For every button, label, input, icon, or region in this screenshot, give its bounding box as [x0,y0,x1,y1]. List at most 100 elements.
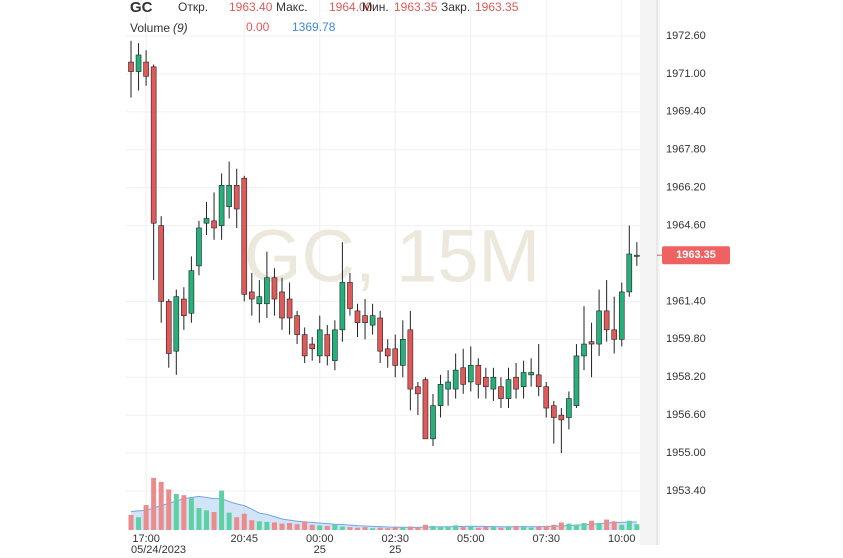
candle-body [634,254,640,257]
x-tick-sublabel: 05/24/2023 [131,544,186,556]
candle-body [407,329,414,390]
volume-bar [317,525,323,530]
candle-body [437,384,444,406]
volume-bar [453,525,459,530]
volume-bar [181,495,187,530]
x-tick-label: 17:00 [132,533,160,545]
field-value: 1964.00 [329,0,373,14]
grid [126,0,640,538]
volume-bar [136,517,142,530]
volume-bar [271,522,277,530]
volume-bar [415,527,421,530]
candle-body [188,270,195,314]
volume-bar [521,527,527,530]
candle-body [558,414,565,421]
volume-period: (9) [173,21,188,35]
y-tick-label: 1955.00 [666,447,706,459]
volume-bar [234,517,240,530]
volume-bar [128,514,134,530]
field-value: 1963.40 [229,0,273,14]
volume-bar [392,527,398,530]
candle-body [603,310,610,331]
candle-body [392,348,399,366]
volume-bar [445,526,451,530]
candle-body [513,376,519,390]
volume-bar [551,524,557,530]
volume-bar [468,525,474,530]
candle-body [279,291,285,319]
volume-bar [143,505,149,530]
volume-bar [196,507,202,530]
volume-bar [158,481,164,530]
candle-body [181,298,187,316]
volume-bar [339,526,345,530]
candle-body [203,218,210,224]
volume-bar [332,524,338,530]
volume-bar [604,519,610,530]
volume-bar [483,526,489,530]
candle-body [377,317,383,352]
volume-bar [430,525,436,530]
candle-body [339,282,346,331]
x-tick-label: 20:45 [230,533,258,545]
field-value: 1963.35 [394,0,438,14]
candle-body [324,334,331,357]
volume-bar [490,527,496,530]
volume-bar [370,528,376,530]
last-price-label: 1963.35 [676,249,716,261]
candle-body [211,220,217,229]
candle-body [498,386,504,399]
candle-body [128,61,134,72]
candle-body [483,376,489,388]
volume-bar [536,526,542,530]
y-tick-label: 1972.60 [666,30,706,42]
volume-bar [407,526,413,530]
volume-bar [302,521,308,530]
field-label: Закр. [441,0,470,14]
volume-bar [498,527,504,530]
candle-body [581,343,587,357]
candle-body [520,372,527,388]
volume-bar [279,523,285,530]
volume-bar [226,512,232,530]
y-tick-label: 1953.40 [666,485,706,497]
field-label: Макс. [276,0,308,14]
candle-body [460,367,467,385]
volume-bar [219,490,225,530]
candle-body [475,365,482,385]
candle-body [566,398,572,418]
volume-bar [596,523,602,530]
candle-body [264,277,270,305]
x-tick-sublabel: 25 [314,544,326,556]
candle-body [301,334,308,357]
volume-bar [166,489,172,530]
candle-body [618,291,625,340]
x-tick-label: 05:00 [457,533,485,545]
y-tick-label: 1964.60 [666,219,706,231]
x-tick-sublabel: 25 [389,544,401,556]
candle-body [422,379,429,440]
field-value: 1963.35 [475,0,519,14]
candle-body [150,66,157,224]
candle-body [332,329,338,361]
volume-bar [347,527,353,530]
volume-value: 0.00 [246,20,270,34]
volume-bar [241,513,247,530]
y-tick-label: 1961.40 [666,295,706,307]
x-tick-label: 00:00 [306,533,334,545]
candle-body [611,329,618,340]
candle-body [573,355,580,406]
volume-bar [309,524,315,530]
volume-bar [400,527,406,530]
candle-body [384,348,391,357]
candle-body [362,315,368,324]
volume-bar [264,521,270,530]
candle-body [165,301,172,354]
candle-body [550,405,557,418]
candle-body [490,376,497,390]
candle-body [158,225,164,302]
volume-bar [626,520,632,530]
y-tick-label: 1956.60 [666,409,706,421]
volume-bar [294,524,300,530]
volume-bar [543,525,549,530]
